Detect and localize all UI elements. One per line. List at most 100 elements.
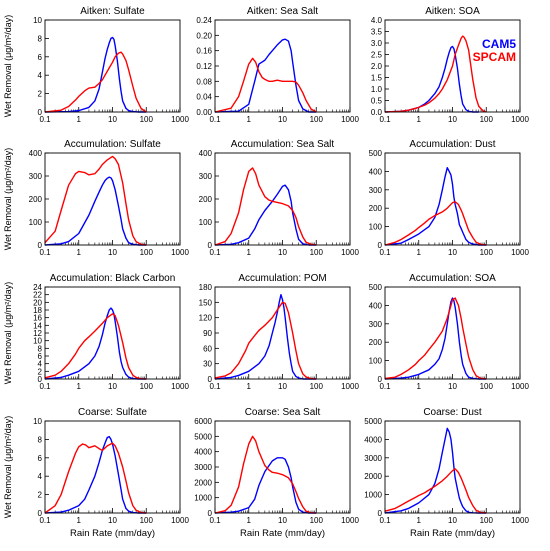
y-tick-label: 0.00 [196, 108, 212, 117]
chart-title: Aitken: SOA [425, 6, 480, 17]
x-tick-label: 0.1 [39, 248, 51, 257]
x-tick-label: 10 [278, 516, 287, 525]
y-tick-label: 12 [33, 329, 42, 338]
series-line-spcam [214, 57, 317, 113]
plot-frame [384, 19, 521, 113]
series-line-spcam [214, 167, 317, 246]
y-tick-label: 2.0 [371, 62, 383, 71]
y-tick-label: 6 [38, 53, 43, 62]
x-tick-label: 100 [480, 382, 494, 391]
y-tick-label: 200 [199, 195, 213, 204]
y-tick-label: 0 [378, 375, 383, 384]
chart-title: Accumulation: POM [238, 273, 326, 284]
x-tick-label: 10 [108, 248, 117, 257]
y-tick-label: 0 [38, 509, 43, 518]
chart-panel-5: Accumulation: Sea Salt 0.1 1 10 100 1000 0 100 2… [199, 139, 360, 257]
x-tick-label: 1000 [171, 248, 189, 257]
series-line-spcam [44, 313, 147, 380]
y-tick-label: 10 [33, 337, 42, 346]
x-tick-label: 10 [448, 516, 457, 525]
x-tick-label: 0.1 [379, 516, 391, 525]
y-tick-label: 0 [378, 241, 383, 250]
y-tick-label: 0.04 [196, 93, 212, 102]
y-tick-label: 30 [203, 360, 212, 369]
chart-panel-8: Accumulation: POM 0.1 1 10 100 1000 0 30 60 90 120… [199, 273, 360, 391]
x-tick-label: 1000 [511, 115, 529, 124]
series-line-cam5 [214, 293, 317, 380]
plot-frame [384, 286, 521, 380]
y-tick-label: 18 [33, 306, 42, 315]
x-tick-label: 0.1 [379, 382, 391, 391]
x-tick-label: 0.1 [209, 516, 221, 525]
plot-frame [214, 19, 351, 113]
y-tick-label: 100 [199, 218, 213, 227]
series-line-spcam [44, 442, 147, 514]
y-tick-label: 90 [203, 329, 212, 338]
y-tick-label: 0.16 [196, 47, 212, 56]
x-tick-label: 10 [448, 248, 457, 257]
x-tick-label: 0.1 [209, 248, 221, 257]
x-tick-label: 100 [140, 382, 154, 391]
y-tick-label: 0 [208, 509, 213, 518]
y-tick-label: 1.5 [371, 74, 383, 83]
y-tick-label: 200 [369, 204, 383, 213]
x-tick-label: 100 [310, 382, 324, 391]
x-tick-label: 100 [480, 248, 494, 257]
chart-panel-1: Aitken: Sulfate 0.1 1 10 100 1000 0 2 4 6 8 10 Wet R… [3, 6, 189, 124]
y-tick-label: 100 [369, 223, 383, 232]
y-tick-label: 4000 [364, 435, 382, 444]
series-line-spcam [384, 35, 487, 113]
x-tick-label: 1000 [341, 516, 359, 525]
series-line-spcam [384, 201, 487, 246]
x-tick-label: 10 [278, 248, 287, 257]
chart-panel-12: Coarse: Dust 0.1 1 10 100 1000 0 1000 2000 3000 40… [364, 407, 529, 539]
x-tick-label: 10 [108, 516, 117, 525]
y-tick-label: 100 [369, 357, 383, 366]
chart-panel-9: Accumulation: SOA 0.1 1 10 100 1000 0 100 200 300… [369, 273, 530, 391]
series-line-cam5 [44, 36, 147, 113]
y-tick-label: 400 [199, 149, 213, 158]
x-tick-label: 0.1 [39, 382, 51, 391]
y-tick-label: 300 [199, 172, 213, 181]
series-line-spcam [384, 468, 487, 514]
chart-title: Coarse: Dust [423, 407, 482, 418]
x-tick-label: 0.1 [39, 516, 51, 525]
x-tick-label: 1 [247, 516, 252, 525]
y-tick-label: 0 [38, 241, 43, 250]
y-tick-label: 8 [38, 34, 43, 43]
chart-title: Aitken: Sea Salt [247, 6, 318, 17]
chart-panel-4: Accumulation: Sulfate 0.1 1 10 100 1000 0 100 20… [3, 139, 189, 257]
chart-panel-2: Aitken: Sea Salt 0.1 1 10 100 1000 0.00 0.04 0.0… [196, 6, 359, 124]
y-tick-label: 0 [38, 375, 43, 384]
x-tick-label: 1 [417, 516, 422, 525]
legend-entry-spcam: SPCAM [473, 50, 516, 64]
y-tick-label: 2 [38, 491, 43, 500]
y-tick-label: 300 [369, 186, 383, 195]
y-tick-label: 1000 [364, 491, 382, 500]
y-tick-label: 14 [33, 321, 42, 330]
x-tick-label: 1 [247, 115, 252, 124]
y-tick-label: 0.0 [371, 108, 383, 117]
x-tick-label: 100 [140, 516, 154, 525]
chart-panel-3: Aitken: SOA 0.1 1 10 100 1000 0.0 0.5 1.0 1.5 2.0 2… [371, 6, 530, 124]
y-tick-label: 4 [38, 360, 43, 369]
chart-panel-6: Accumulation: Dust 0.1 1 10 100 1000 0 100 200 30… [369, 139, 530, 257]
plot-frame [214, 152, 351, 246]
chart-panel-7: Accumulation: Black Carbon 0.1 1 10 100 1000 0… [3, 273, 189, 391]
y-tick-label: 3000 [194, 463, 212, 472]
x-tick-label: 1 [247, 382, 252, 391]
chart-panel-10: Coarse: Sulfate 0.1 1 10 100 1000 0 2 4 6 8 10 Wet R… [3, 407, 189, 539]
y-tick-label: 0 [378, 509, 383, 518]
y-axis-label: Wet Removal (μg/m²/day) [3, 282, 13, 385]
y-axis-label: Wet Removal (μg/m²/day) [3, 416, 13, 519]
x-tick-label: 0.1 [209, 115, 221, 124]
y-tick-label: 8 [38, 344, 43, 353]
x-tick-label: 1 [77, 382, 82, 391]
y-tick-label: 0.24 [196, 16, 212, 25]
y-tick-label: 300 [29, 172, 43, 181]
x-tick-label: 100 [310, 115, 324, 124]
y-tick-label: 2000 [364, 472, 382, 481]
series-line-cam5 [384, 427, 487, 514]
y-tick-label: 2000 [194, 478, 212, 487]
